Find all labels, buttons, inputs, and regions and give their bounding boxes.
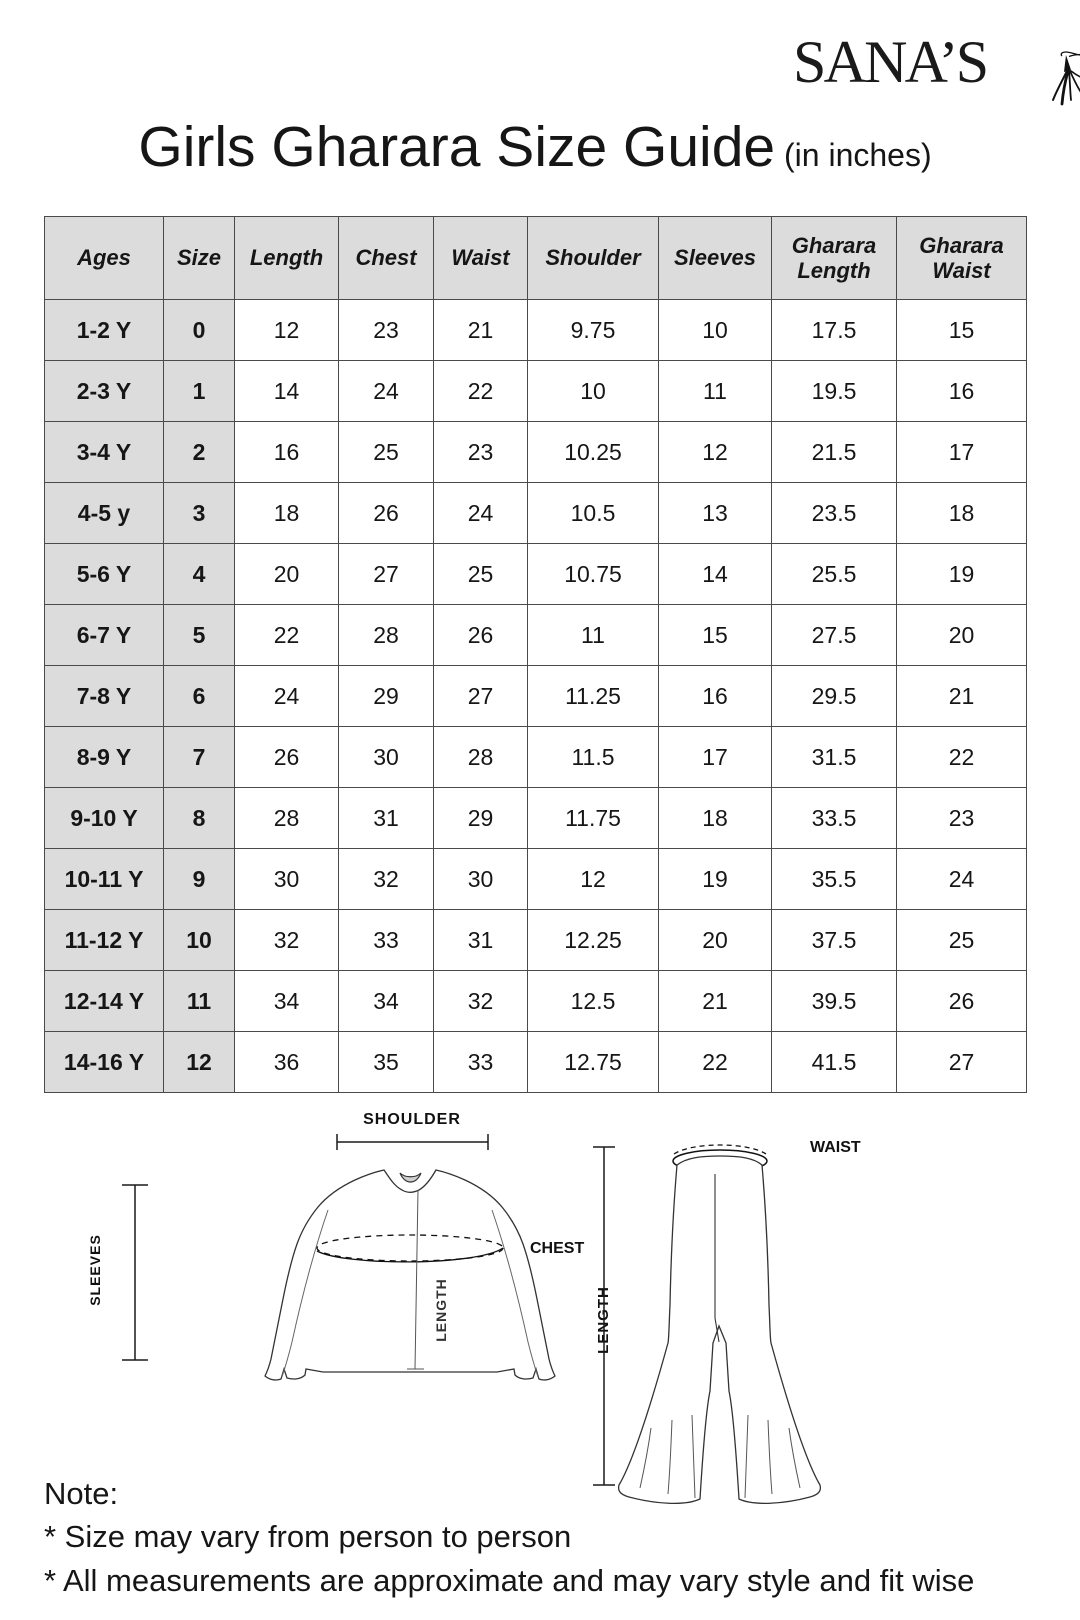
svg-text:WAIST: WAIST — [810, 1139, 861, 1156]
svg-text:SHOULDER: SHOULDER — [363, 1111, 461, 1128]
svg-text:CHEST: CHEST — [530, 1240, 584, 1257]
svg-text:LENGTH: LENGTH — [433, 1278, 449, 1342]
svg-text:SLEEVES: SLEEVES — [87, 1234, 103, 1306]
